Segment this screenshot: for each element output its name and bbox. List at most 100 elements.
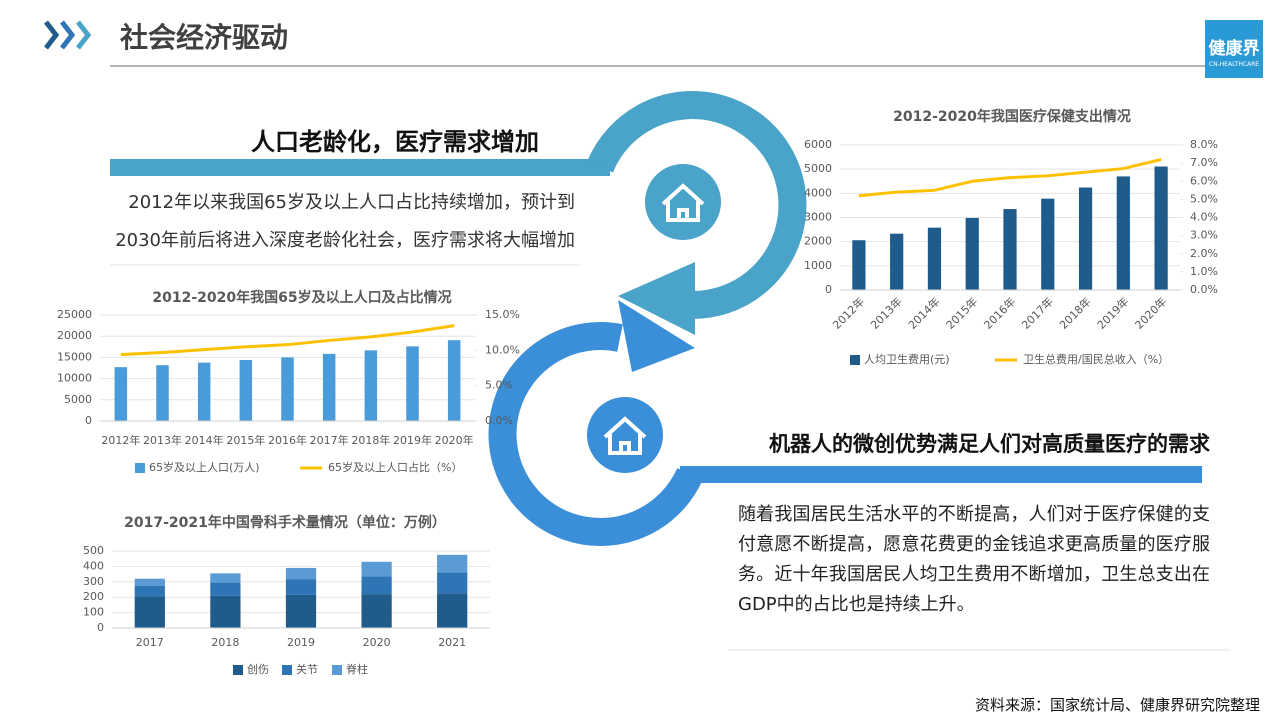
x-tick-label: 2013年 — [143, 433, 182, 447]
x-tick-label: 2020 — [363, 636, 391, 649]
bar — [134, 596, 165, 628]
x-tick-label: 2020年 — [1132, 294, 1169, 331]
section-text: 2012年以来我国65岁及以上人口占比持续增加，预计到2030年前后将进入深度老… — [115, 192, 575, 251]
line — [858, 158, 1162, 198]
y2-tick-label: 8.0% — [1190, 138, 1218, 151]
bar-decor — [110, 159, 610, 176]
x-tick-label: 2016年 — [981, 294, 1018, 331]
bar — [156, 365, 169, 421]
y-tick-label: 0 — [825, 283, 832, 296]
icon-circle — [645, 164, 721, 240]
y-tick-label: 25000 — [57, 308, 92, 321]
y-tick-label: 0 — [97, 621, 104, 634]
legend-label: 创伤 — [247, 663, 269, 676]
bar — [322, 353, 336, 421]
arrow-decor — [618, 262, 695, 335]
x-tick-label: 2016年 — [268, 433, 307, 447]
y2-tick-label: 4.0% — [1190, 211, 1218, 224]
x-tick-label: 2014年 — [185, 433, 224, 447]
bar — [437, 593, 468, 628]
bar — [114, 367, 128, 421]
y-tick-label: 6000 — [804, 138, 832, 151]
section-heading: 人口老龄化，医疗需求增加 — [251, 128, 539, 156]
house-icon — [603, 416, 647, 455]
bar — [437, 554, 468, 573]
bar — [239, 359, 253, 421]
bar — [927, 227, 942, 290]
legend-swatch — [282, 665, 292, 675]
y-tick-label: 200 — [83, 590, 104, 603]
y-tick-label: 10000 — [57, 372, 92, 385]
line — [120, 324, 455, 357]
x-tick-label: 2012年 — [101, 433, 140, 447]
y-tick-label: 0 — [85, 414, 92, 427]
x-tick-label: 2015年 — [943, 294, 980, 331]
y-tick-label: 500 — [83, 544, 104, 557]
legend-label: 关节 — [296, 662, 318, 676]
bar — [285, 567, 317, 580]
y-tick-label: 5000 — [64, 393, 92, 406]
bar — [1041, 198, 1055, 290]
x-tick-label: 2017年 — [310, 433, 349, 447]
logo-subtext: CN-HEALTHCARE — [1208, 61, 1260, 68]
legend-label: 65岁及以上人口(万人) — [149, 460, 260, 474]
bar — [285, 579, 317, 595]
header-icon — [44, 20, 92, 50]
legend-swatch — [135, 463, 145, 473]
y2-tick-label: 6.0% — [1190, 174, 1218, 187]
x-tick-label: 2018年 — [351, 433, 390, 447]
bar — [281, 357, 294, 421]
y-tick-label: 5000 — [804, 162, 832, 175]
arrow-decor — [618, 300, 695, 372]
y2-tick-label: 0.0% — [1190, 283, 1218, 296]
y2-tick-label: 5.0% — [485, 379, 513, 392]
bar — [437, 572, 468, 594]
y2-tick-label: 1.0% — [1190, 265, 1218, 278]
bar — [890, 233, 904, 290]
legend-label: 脊柱 — [346, 662, 368, 676]
arc-decor — [587, 91, 807, 320]
chart-title: 2012-2020年我国65岁及以上人口及占比情况 — [152, 289, 451, 306]
bar — [210, 573, 241, 583]
bar — [1078, 187, 1093, 290]
bar — [361, 594, 392, 628]
legend-label: 卫生总费用/国民总收入（%） — [1023, 352, 1169, 366]
y-tick-label: 3000 — [804, 211, 832, 224]
y2-tick-label: 2.0% — [1190, 247, 1218, 260]
x-tick-label: 2017 — [136, 636, 164, 649]
y-tick-label: 15000 — [57, 350, 92, 363]
y-tick-label: 1000 — [804, 259, 832, 272]
chart-title: 2012-2020年我国医疗保健支出情况 — [893, 108, 1131, 125]
source-note: 资料来源：国家统计局、健康界研究院整理 — [974, 696, 1260, 714]
icon-circle — [587, 397, 663, 473]
bar — [285, 594, 317, 628]
chart-title: 2017-2021年中国骨科手术量情况（单位：万例） — [124, 514, 446, 531]
x-tick-label: 2014年 — [905, 294, 942, 331]
x-tick-label: 2018 — [211, 636, 239, 649]
bar — [361, 576, 392, 595]
x-tick-label: 2015年 — [226, 433, 265, 447]
x-tick-label: 2012年 — [830, 294, 867, 331]
bar — [447, 340, 461, 421]
legend-swatch — [332, 665, 342, 675]
bar — [210, 582, 241, 596]
bar — [364, 350, 378, 421]
y2-tick-label: 7.0% — [1190, 156, 1218, 169]
legend-label: 人均卫生费用(元) — [864, 352, 950, 366]
bar — [1154, 166, 1168, 290]
page-title: 社会经济驱动 — [120, 21, 289, 54]
house-icon — [661, 183, 705, 222]
bar — [406, 346, 419, 421]
legend-swatch — [233, 665, 243, 675]
bar — [134, 585, 165, 597]
bar — [361, 561, 392, 577]
x-tick-label: 2013年 — [867, 294, 904, 331]
bar — [134, 578, 165, 586]
legend-label: 65岁及以上人口占比（%） — [328, 460, 462, 474]
bar-decor — [680, 466, 1202, 483]
bar — [1003, 209, 1017, 290]
y-tick-label: 20000 — [57, 329, 92, 342]
y-tick-label: 300 — [83, 575, 104, 588]
